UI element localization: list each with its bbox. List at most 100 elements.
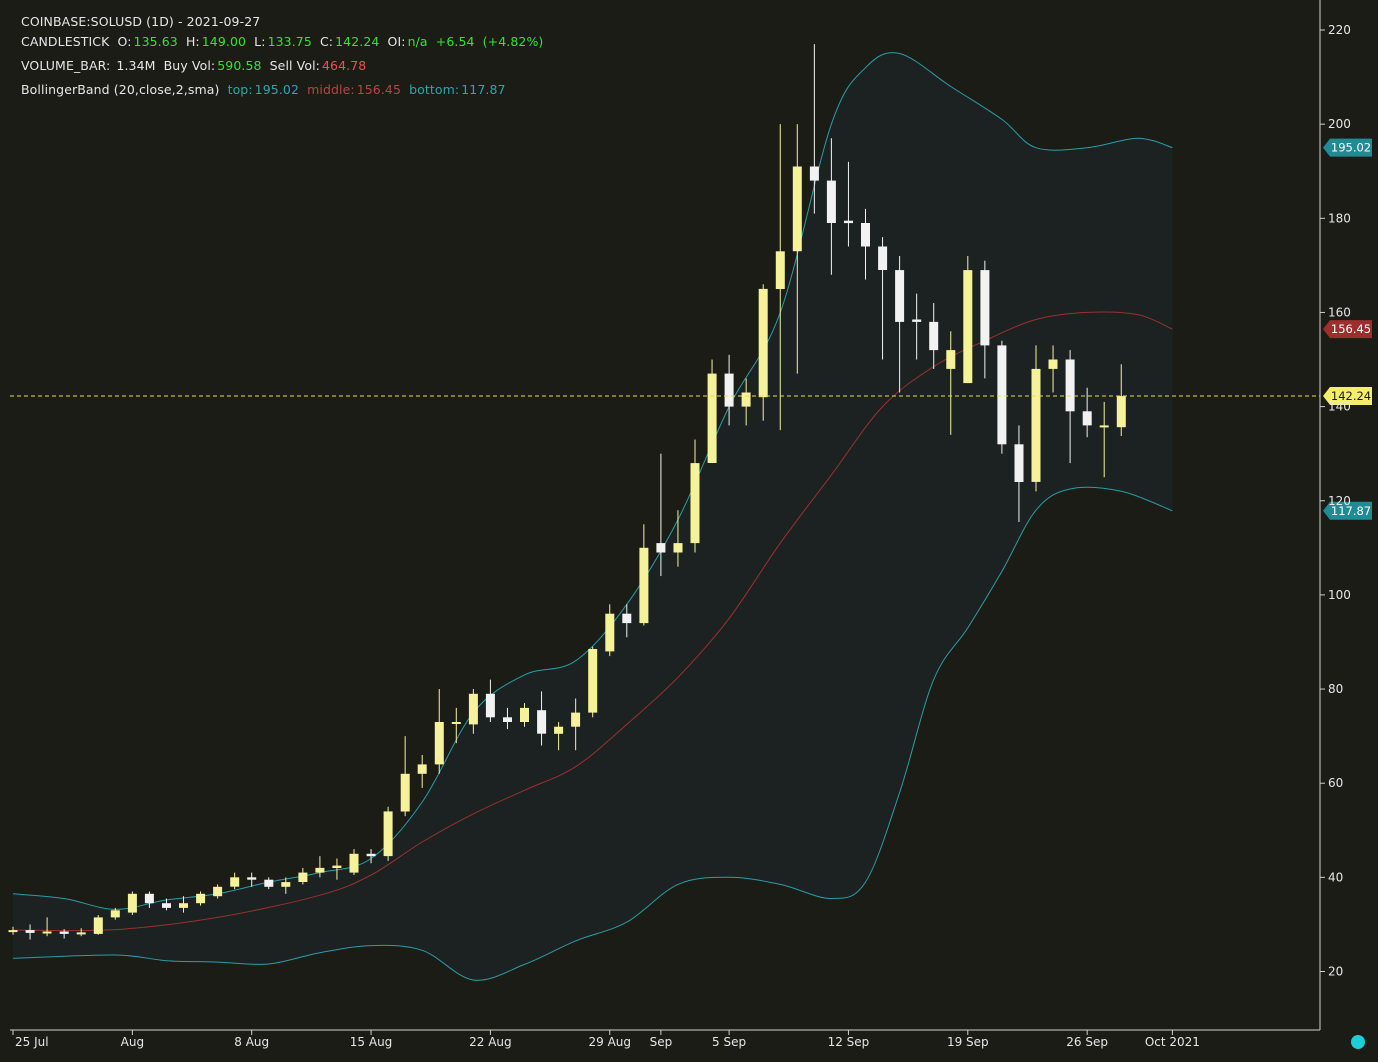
candle[interactable] (895, 255, 905, 393)
candle[interactable] (844, 161, 853, 247)
candle-body (997, 345, 1007, 445)
candle[interactable] (485, 679, 495, 723)
candle-body (809, 166, 819, 181)
candlestick-legend[interactable]: CANDLESTICK O: 135.63 H: 149.00 L: 133.75 C… (21, 34, 547, 49)
last-price-tag[interactable]: 142.24 (1323, 387, 1372, 406)
candle-body (520, 707, 529, 722)
candle[interactable] (468, 689, 478, 734)
candle[interactable] (8, 926, 18, 935)
candle[interactable] (503, 707, 512, 730)
candle[interactable] (76, 928, 86, 937)
candle[interactable] (1099, 401, 1109, 478)
candle[interactable] (758, 284, 768, 421)
candle-body (946, 350, 956, 369)
candle[interactable] (997, 340, 1007, 454)
bollinger-top-value: 195.02 (254, 82, 300, 97)
candle[interactable] (826, 138, 836, 275)
candle-body (878, 246, 888, 270)
candle[interactable] (861, 208, 870, 280)
candle[interactable] (537, 691, 547, 746)
x-tick-label: 15 Aug (350, 1035, 393, 1049)
candle[interactable] (1065, 350, 1075, 464)
candle[interactable] (622, 604, 632, 638)
candle[interactable] (946, 331, 956, 435)
candle[interactable] (690, 439, 700, 553)
candle[interactable] (213, 884, 223, 899)
candle[interactable] (1014, 425, 1024, 522)
candle[interactable] (264, 877, 274, 890)
candle-body (196, 893, 206, 904)
candle-body (298, 872, 308, 882)
candle[interactable] (417, 754, 427, 788)
open-value: 135.63 (133, 34, 178, 49)
candle[interactable] (383, 806, 393, 861)
candle[interactable] (127, 891, 137, 916)
candle[interactable] (400, 736, 410, 817)
candle[interactable] (451, 707, 461, 744)
candle[interactable] (93, 915, 103, 935)
candle[interactable] (332, 858, 342, 880)
candle[interactable] (42, 917, 52, 937)
volume-legend[interactable]: VOLUME_BAR: 1.34M Buy Vol: 590.58 Sell Vo… (21, 58, 370, 73)
candle[interactable] (366, 849, 376, 864)
bollinger-top-price-tag[interactable]: 195.02 (1323, 138, 1372, 157)
y-tick-label: 180 (1328, 211, 1351, 225)
bollinger-middle-line (12, 311, 1173, 932)
x-tick-label: 26 Sep (1066, 1035, 1108, 1049)
candle[interactable] (554, 722, 564, 751)
candle[interactable] (230, 872, 240, 890)
candle-body (349, 853, 359, 873)
candle-body (690, 463, 700, 544)
candle[interactable] (59, 929, 69, 939)
candle[interactable] (315, 856, 325, 878)
bollinger-bottom-price-tag[interactable]: 117.87 (1323, 501, 1372, 520)
low-value: 133.75 (267, 34, 312, 49)
candle[interactable] (775, 124, 785, 431)
y-tick-label: 80 (1328, 682, 1343, 696)
candle[interactable] (179, 896, 188, 913)
candle[interactable] (1031, 345, 1041, 492)
candle[interactable] (639, 524, 649, 626)
candle[interactable] (912, 293, 922, 360)
candle[interactable] (809, 44, 819, 214)
candle-body (1048, 359, 1058, 369)
candle[interactable] (792, 124, 802, 374)
candle[interactable] (434, 689, 444, 774)
candle[interactable] (349, 849, 359, 875)
candle-body (332, 865, 342, 868)
candle[interactable] (1082, 387, 1092, 438)
candle[interactable] (144, 891, 154, 908)
candle-body (537, 710, 547, 734)
bollinger-middle-price-tag[interactable]: 156.45 (1323, 320, 1372, 339)
candle[interactable] (196, 891, 206, 906)
bollinger-bottom-label: bottom: (409, 82, 460, 97)
candle[interactable] (724, 354, 734, 426)
candle-body (861, 223, 870, 247)
candle[interactable] (247, 872, 257, 887)
candle[interactable] (588, 646, 598, 718)
candle-body (417, 764, 427, 774)
candle[interactable] (656, 453, 666, 577)
candle[interactable] (707, 359, 717, 464)
candle[interactable] (1116, 364, 1126, 437)
candle[interactable] (571, 698, 581, 751)
candle[interactable] (110, 907, 120, 920)
connection-status-icon[interactable] (1351, 1035, 1365, 1049)
bollinger-legend[interactable]: BollingerBand (20,close,2,sma) top: 195.0… (21, 82, 510, 97)
candle[interactable] (980, 260, 990, 379)
candle[interactable] (673, 510, 683, 567)
candle[interactable] (741, 378, 751, 426)
candle[interactable] (298, 867, 308, 885)
candle[interactable] (929, 303, 939, 369)
candle[interactable] (520, 703, 529, 727)
candle[interactable] (963, 255, 973, 384)
candle[interactable] (281, 877, 291, 894)
candle[interactable] (1048, 345, 1058, 393)
candle[interactable] (25, 924, 35, 940)
candle[interactable] (605, 604, 615, 657)
candle-body (485, 693, 495, 718)
candle[interactable] (878, 237, 888, 360)
candle-body (247, 877, 257, 880)
candle[interactable] (162, 898, 171, 911)
